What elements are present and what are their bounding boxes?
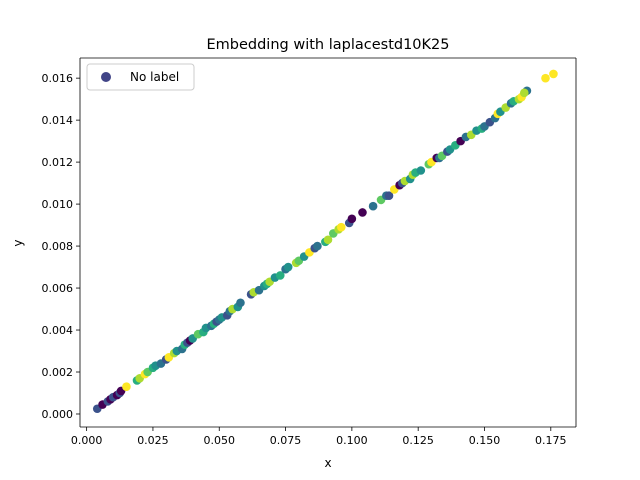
y-axis-ticks: 0.000 0.002 0.004 0.006 0.008 0.010 0.012 0.014… (42, 72, 80, 421)
data-point (347, 214, 357, 224)
data-point (323, 235, 333, 245)
y-tick-label: 0.000 (42, 408, 74, 421)
data-point (541, 73, 550, 83)
y-tick-label: 0.016 (42, 72, 74, 85)
data-point (275, 271, 285, 280)
data-point (236, 298, 245, 308)
x-tick-label: 0.100 (336, 434, 368, 447)
legend-box (86, 63, 195, 91)
legend: No label (86, 63, 195, 91)
x-tick-label: 0.000 (71, 434, 103, 447)
y-tick-label: 0.014 (42, 114, 74, 127)
x-tick-label: 0.050 (204, 434, 236, 447)
x-axis-label: x (324, 456, 331, 470)
data-point (122, 382, 131, 392)
legend-marker (101, 72, 111, 82)
x-tick-label: 0.125 (402, 434, 434, 447)
axes-frame (79, 57, 577, 428)
y-tick-label: 0.002 (42, 366, 74, 379)
data-point (368, 201, 378, 211)
data-points (92, 69, 558, 414)
legend-label: No label (130, 70, 179, 84)
x-tick-label: 0.025 (137, 434, 169, 447)
x-tick-label: 0.150 (469, 434, 501, 447)
data-point (358, 208, 367, 217)
data-point (283, 262, 293, 272)
y-tick-label: 0.006 (42, 282, 74, 295)
x-axis-ticks: 0.000 0.025 0.050 0.075 0.100 0.125 0.150 0.175 (71, 427, 567, 447)
data-point (313, 241, 322, 251)
data-point (416, 166, 426, 175)
data-point (519, 88, 529, 98)
y-tick-label: 0.012 (42, 156, 74, 169)
y-tick-label: 0.010 (42, 198, 74, 211)
y-axis-label: y (11, 239, 25, 246)
data-point (336, 222, 346, 232)
chart-title: Embedding with laplacestd10K25 (206, 37, 449, 53)
y-tick-label: 0.004 (42, 324, 74, 337)
x-tick-label: 0.175 (535, 434, 567, 447)
y-tick-label: 0.008 (42, 240, 74, 253)
data-point (549, 69, 558, 79)
x-tick-label: 0.075 (270, 434, 302, 447)
data-point (384, 191, 394, 200)
